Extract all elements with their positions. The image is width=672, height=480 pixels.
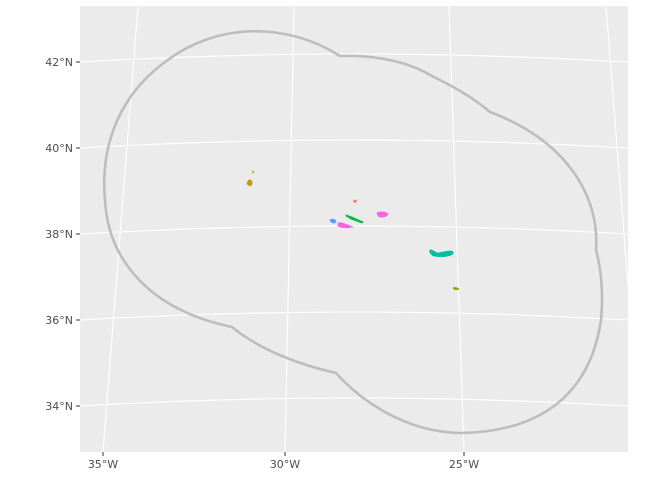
island-faial bbox=[329, 218, 337, 224]
parallel-34n bbox=[80, 397, 628, 407]
y-tick-label: 34°N bbox=[45, 400, 73, 413]
parallel-38n bbox=[80, 225, 628, 235]
graticule bbox=[80, 6, 628, 452]
island-flores bbox=[246, 179, 253, 186]
y-axis: 42°N 40°N 38°N 36°N 34°N bbox=[45, 56, 80, 413]
parallel-36n bbox=[80, 311, 628, 321]
y-tick-label: 36°N bbox=[45, 314, 73, 327]
parallel-40n bbox=[80, 139, 628, 149]
x-axis: 35°W 30°W 25°W bbox=[88, 452, 479, 471]
x-tick-label: 25°W bbox=[449, 458, 479, 471]
map-panel bbox=[80, 6, 628, 452]
parallel-42n bbox=[80, 53, 628, 63]
meridian-20w bbox=[605, 6, 628, 287]
island-pico bbox=[337, 222, 355, 229]
island-corvo bbox=[252, 170, 255, 174]
meridian-35w bbox=[102, 6, 139, 452]
x-tick-label: 35°W bbox=[88, 458, 118, 471]
island-sao-jorge bbox=[345, 214, 364, 224]
island-sao-miguel bbox=[429, 249, 454, 258]
island-santa-maria bbox=[452, 287, 460, 291]
island-graciosa bbox=[353, 199, 357, 203]
island-terceira bbox=[376, 211, 389, 218]
islands bbox=[246, 170, 460, 291]
boundary-outline bbox=[102, 30, 604, 435]
y-tick-label: 40°N bbox=[45, 142, 73, 155]
y-tick-label: 38°N bbox=[45, 228, 73, 241]
y-tick-label: 42°N bbox=[45, 56, 73, 69]
meridian-30w bbox=[284, 6, 295, 452]
x-tick-label: 30°W bbox=[270, 458, 300, 471]
meridian-25w bbox=[448, 6, 465, 452]
